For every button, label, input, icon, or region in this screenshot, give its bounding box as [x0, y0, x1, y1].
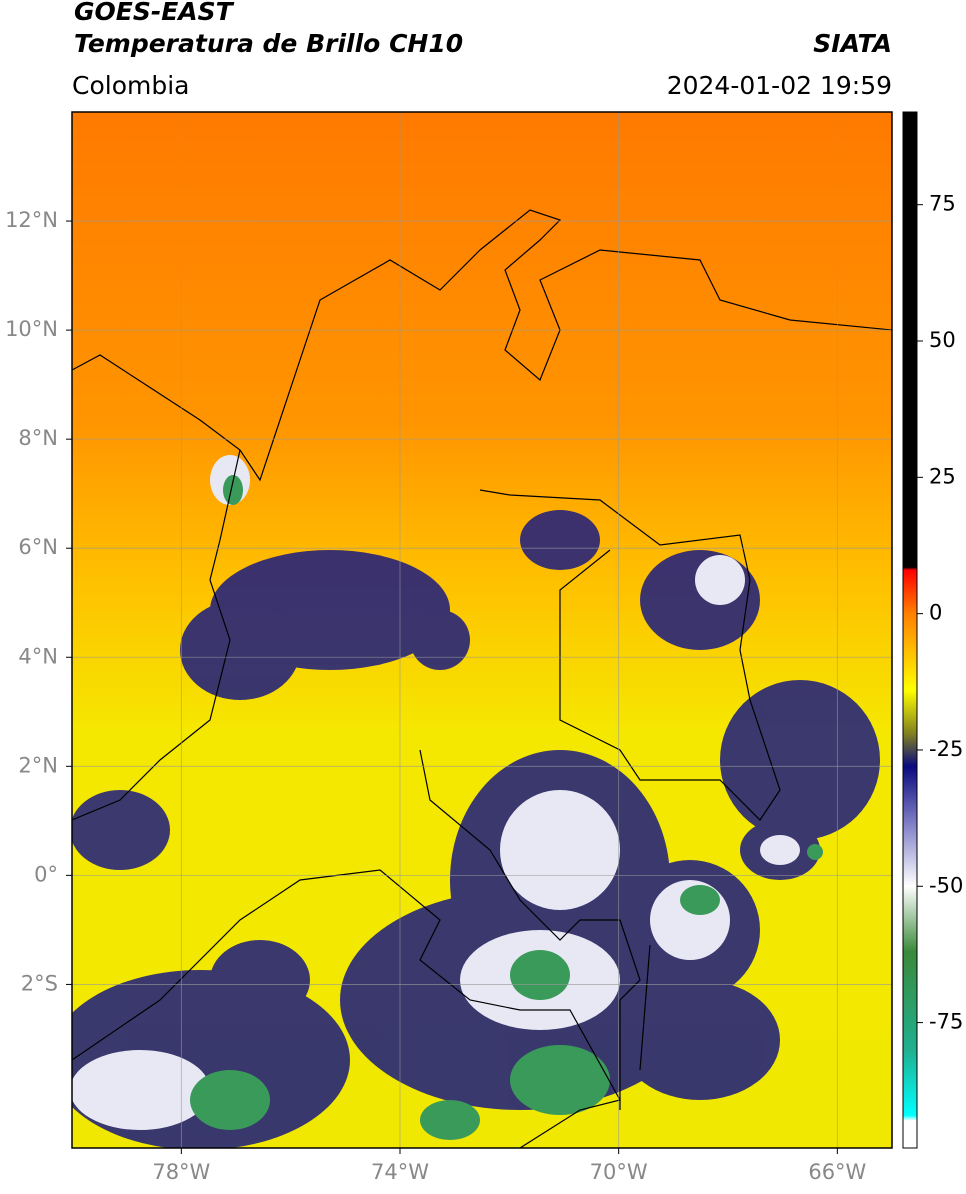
colorbar-tick-label: 50 — [929, 328, 956, 352]
colorbar-tick-label: 25 — [929, 464, 956, 488]
y-tick-label: 6°N — [18, 535, 58, 559]
y-tick-label: 2°S — [21, 971, 58, 995]
colorbar-tick-label: -50 — [929, 873, 963, 897]
graticule: 78°W 74°W 70°W 66°W 12°N 10°N 8°N 6°N 4°N 2°N 0° 2°… — [5, 112, 892, 1184]
colorbar-tick-label: -25 — [929, 737, 963, 761]
x-tick-label: 66°W — [808, 1160, 866, 1184]
cloud-tops — [72, 510, 880, 1148]
cold-cloud-tops — [72, 455, 800, 1130]
timestamp: 2024-01-02 19:59 — [667, 71, 892, 100]
title: GOES-EAST — [74, 0, 235, 26]
y-tick-label: 12°N — [5, 208, 58, 232]
subtitle: Temperatura de Brillo CH10 — [74, 29, 463, 58]
map-frame — [71, 111, 893, 1149]
source: SIATA — [813, 29, 892, 58]
x-tick-label: 70°W — [590, 1160, 648, 1184]
colorbar-ramp — [902, 111, 918, 1149]
colorbar: 75 50 25 0 -25 -50 -75 — [902, 111, 963, 1149]
x-tick-label: 74°W — [371, 1160, 429, 1184]
colorbar-tick-label: -75 — [929, 1010, 963, 1034]
colorbar-tick-label: 0 — [929, 601, 942, 625]
borders — [72, 209, 892, 1148]
y-tick-label: 2°N — [18, 753, 58, 777]
colorbar-tick-label: 75 — [929, 192, 956, 216]
y-tick-label: 8°N — [18, 426, 58, 450]
coldest-cloud-tops — [190, 475, 823, 1140]
y-tick-label: 4°N — [18, 644, 58, 668]
y-tick-label: 10°N — [5, 317, 58, 341]
region: Colombia — [72, 71, 189, 100]
satellite-image — [72, 112, 892, 1148]
y-tick-label: 0° — [34, 862, 58, 886]
x-tick-label: 78°W — [152, 1160, 210, 1184]
